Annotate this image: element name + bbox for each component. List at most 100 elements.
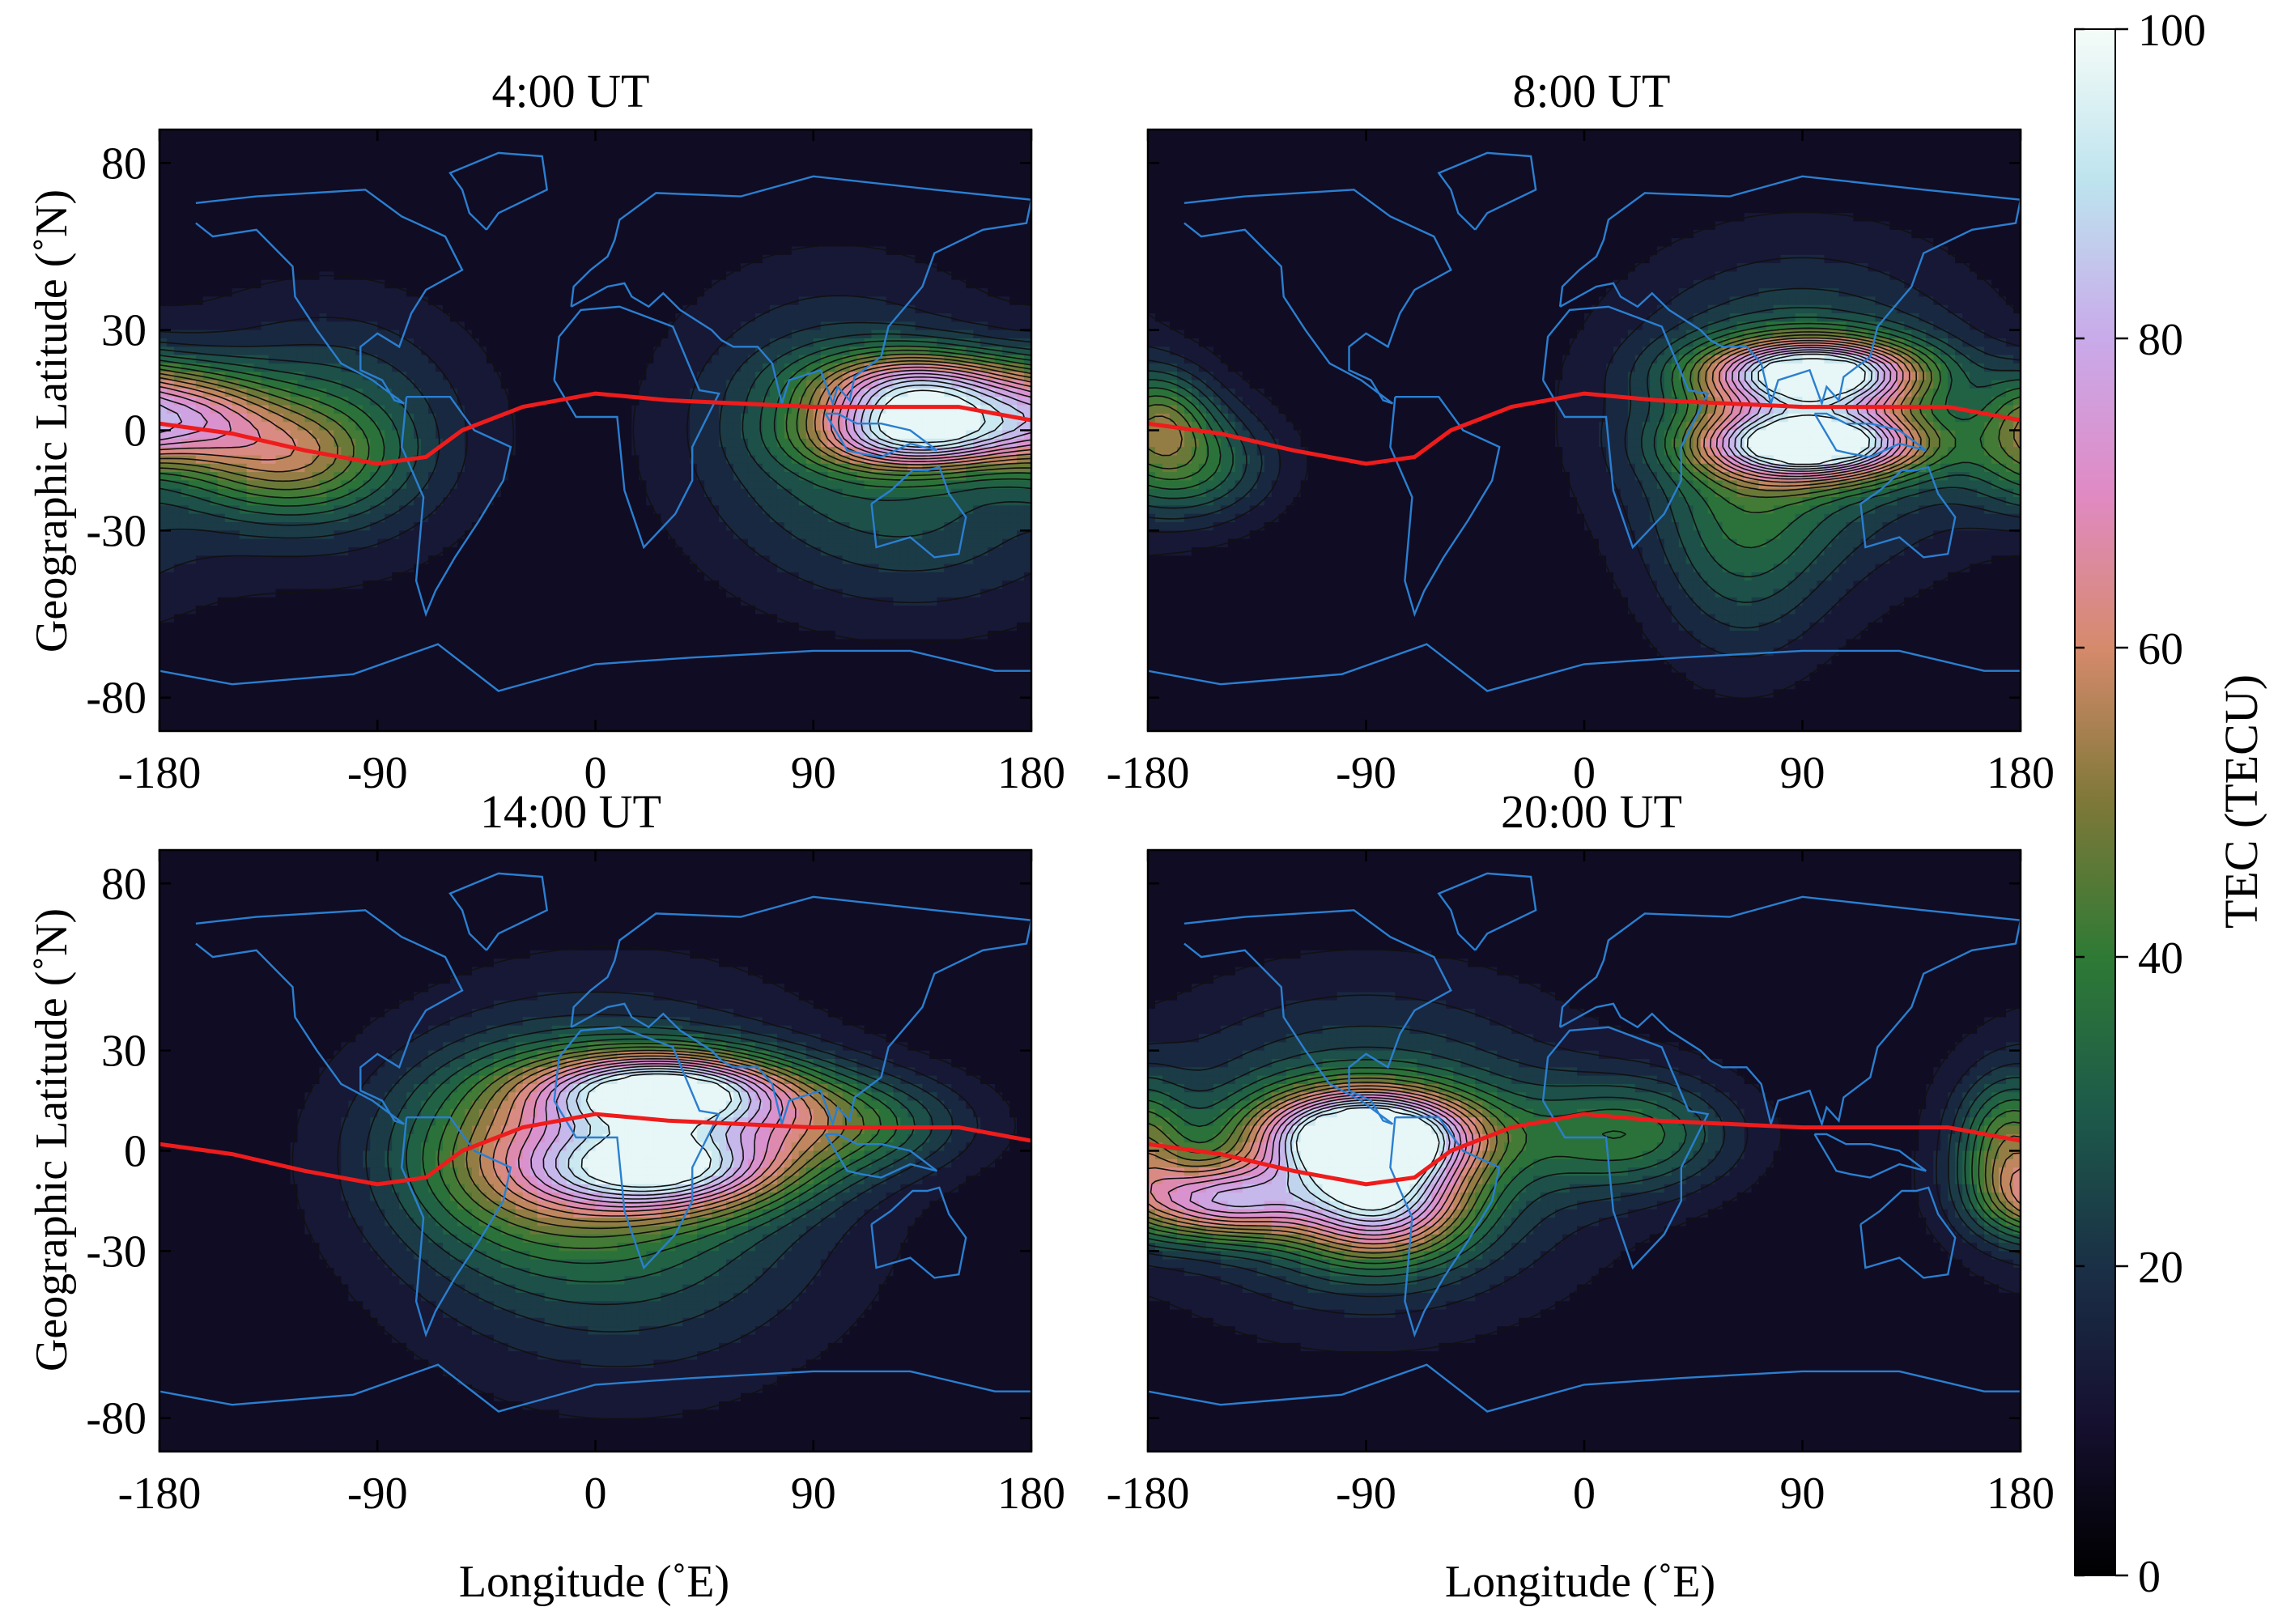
x-tick-label: 90 (791, 748, 836, 798)
axes: -180 -90 0 90 180 (1107, 848, 2055, 1519)
magnetic-equator-line (159, 391, 1031, 466)
colorbar: 100 80 60 40 20 0 TEC (TECU) (2074, 6, 2267, 1602)
colorbar-label: TEC (TECU) (2215, 674, 2267, 929)
x-tick-label: 0 (1573, 748, 1596, 798)
colorbar-tick-label: 20 (2138, 1243, 2183, 1293)
y-tick-label: 0 (124, 406, 147, 457)
panel-title: 20:00 UT (1501, 785, 1682, 838)
colorbar-gradient (2074, 28, 2116, 1576)
contour-lines (1148, 949, 2021, 1354)
x-tick-label: 90 (791, 1469, 836, 1519)
coastline (1389, 396, 1501, 618)
y-tick-label: 30 (101, 306, 147, 356)
y-tick-label: 30 (101, 1027, 147, 1077)
coastline (1148, 643, 2021, 692)
coastline (553, 305, 720, 550)
x-tick-label: -90 (347, 748, 408, 798)
tec-contours (291, 946, 1017, 1420)
panel-8ut: 8:00 UT -180 -90 0 90 180 (1107, 65, 2055, 798)
colorbar-ticks: 100 80 60 40 20 0 (2075, 6, 2206, 1602)
coastline (159, 643, 1031, 692)
y-axis-label: Geographic Latitude (˚N) (27, 908, 77, 1371)
colorbar-tick-label: 100 (2138, 6, 2206, 56)
coastline (1184, 189, 1452, 405)
y-tick-label: 0 (124, 1127, 147, 1177)
x-tick-label: -90 (347, 1469, 408, 1519)
coastlines (159, 151, 1031, 692)
x-tick-label: 0 (584, 748, 607, 798)
colorbar-tick-label: 40 (2138, 933, 2183, 984)
coastline (1859, 466, 1957, 559)
axes: -180 -90 0 90 180 80 30 0 -30 -80 (86, 128, 1065, 798)
coastline (1437, 872, 1537, 951)
map-area (159, 130, 1031, 731)
y-tick-label: -80 (86, 674, 147, 724)
coastline (1558, 895, 2021, 1129)
magnetic-equator-line (1148, 391, 2021, 466)
panel-20ut: 20:00 UT -180 -90 0 90 180 Longitude (˚E) (1107, 785, 2055, 1607)
coastline (1184, 909, 1452, 1125)
coastline (1813, 412, 1927, 458)
x-axis-label: Longitude (˚E) (459, 1557, 729, 1607)
x-tick-label: -180 (118, 1469, 202, 1519)
x-tick-label: 0 (1573, 1469, 1596, 1519)
coastline (870, 1186, 967, 1279)
coastline (1148, 1363, 2021, 1413)
y-tick-label: 80 (101, 859, 147, 909)
coastline (448, 872, 549, 951)
colorbar-tick-label: 80 (2138, 315, 2183, 365)
y-tick-label: -80 (86, 1394, 147, 1444)
coastline (400, 396, 512, 618)
coastlines (1148, 872, 2021, 1413)
coastline (1558, 175, 2021, 408)
x-tick-label: -90 (1336, 1469, 1396, 1519)
coastlines (159, 872, 1031, 1413)
panel-title: 14:00 UT (480, 785, 661, 838)
x-tick-label: 90 (1780, 1469, 1825, 1519)
coastline (448, 151, 549, 231)
x-tick-label: 180 (997, 1469, 1065, 1519)
map-area (159, 850, 1031, 1452)
tec-field (159, 130, 1031, 731)
tec-field (159, 850, 1031, 1452)
x-tick-label: -180 (1107, 748, 1190, 798)
x-tick-label: -90 (1336, 748, 1396, 798)
coastline (570, 175, 1031, 408)
coastline (1389, 1116, 1501, 1338)
x-tick-label: 180 (1987, 748, 2055, 798)
y-tick-label: 80 (101, 138, 147, 189)
magnetic-equator-line (1148, 1112, 2021, 1187)
x-tick-label: 0 (584, 1469, 607, 1519)
coastline (1541, 1026, 1710, 1270)
coastline (1813, 1133, 1927, 1179)
tec-field (1148, 850, 2021, 1452)
panel-4ut: 4:00 UT -180 -90 0 90 180 80 30 0 -30 -80 Geograp… (27, 65, 1065, 798)
coastline (195, 189, 464, 405)
contour-lines (159, 244, 1031, 644)
x-tick-label: 180 (997, 748, 1065, 798)
y-tick-label: -30 (86, 506, 147, 556)
coastline (570, 895, 1031, 1129)
axes: -180 -90 0 90 180 80 30 0 -30 -80 (86, 848, 1065, 1519)
tec-contours (159, 244, 1031, 644)
coastline (824, 412, 938, 458)
colorbar-tick-label: 0 (2138, 1552, 2161, 1602)
magnetic-equator-line (159, 1112, 1031, 1187)
map-area (1148, 130, 2021, 731)
panel-title: 8:00 UT (1513, 65, 1671, 117)
coastline (1437, 151, 1537, 231)
y-axis-label: Geographic Latitude (˚N) (27, 189, 77, 653)
x-axis-label: Longitude (˚E) (1445, 1557, 1715, 1607)
coastline (195, 909, 464, 1125)
coastline (400, 1116, 512, 1338)
coastline (159, 1363, 1031, 1413)
axes: -180 -90 0 90 180 (1107, 128, 2055, 798)
tec-contours (1148, 949, 2021, 1354)
panel-title: 4:00 UT (492, 65, 650, 117)
coastline (1859, 1186, 1957, 1279)
coastlines (1148, 151, 2021, 692)
panel-14ut: 14:00 UT -180 -90 0 90 180 80 30 0 -30 -80 Geogra… (27, 785, 1065, 1607)
y-tick-label: -30 (86, 1227, 147, 1277)
colorbar-tick-label: 60 (2138, 624, 2183, 674)
